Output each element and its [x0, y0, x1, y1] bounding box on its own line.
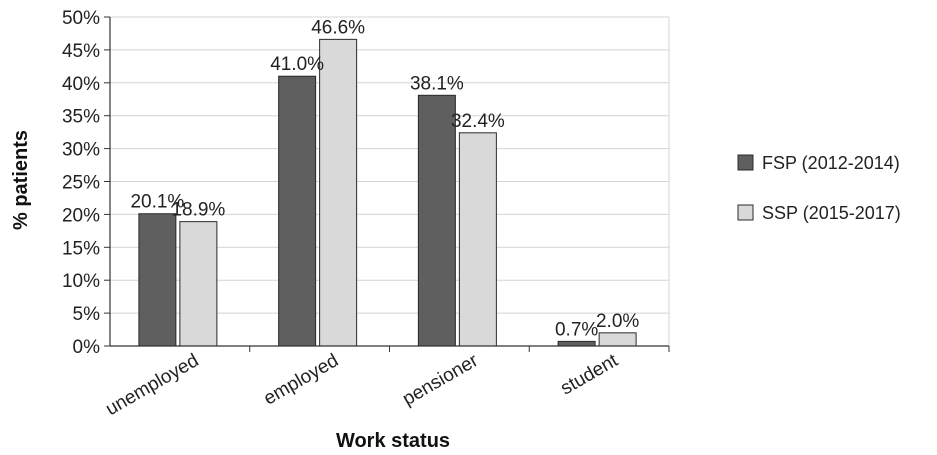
data-label: 0.7% [555, 319, 598, 340]
data-label: 41.0% [270, 54, 324, 75]
data-label: 38.1% [410, 73, 464, 94]
x-tick-label: employed [260, 350, 342, 409]
data-label: 46.6% [311, 17, 365, 38]
y-tick-label: 10% [62, 271, 100, 292]
bar-employed-series-1 [319, 38, 358, 347]
y-tick-label: 45% [62, 41, 100, 62]
x-tick-label: student [557, 350, 622, 400]
bar-pensioner-series-0 [417, 94, 456, 347]
x-tick-label: pensioner [399, 350, 482, 410]
x-tick-label: unemployed [102, 350, 202, 420]
y-tick-label: 0% [73, 337, 101, 358]
bar-unemployed-series-0 [138, 213, 177, 347]
bar-student-series-0 [557, 340, 596, 347]
legend-label: SSP (2015-2017) [762, 203, 901, 223]
bars-layer [138, 38, 637, 347]
data-label: 20.1% [130, 192, 184, 213]
x-axis-title: Work status [336, 430, 450, 452]
legend: FSP (2012-2014) SSP (2015-2017) [737, 153, 901, 223]
y-tick-label: 15% [62, 238, 100, 259]
bar-employed-series-0 [278, 75, 317, 347]
y-tick-label: 20% [62, 205, 100, 226]
y-tick-label: 25% [62, 173, 100, 194]
legend-label: FSP (2012-2014) [762, 153, 900, 173]
y-tick-label: 50% [62, 8, 100, 29]
bar-pensioner-series-1 [458, 132, 497, 347]
legend-swatch [737, 154, 754, 171]
y-tick-label: 5% [73, 304, 101, 325]
legend-swatch [737, 204, 754, 221]
data-label: 2.0% [596, 311, 639, 332]
y-axis-title: % patients [10, 130, 32, 230]
data-label: 18.9% [171, 200, 225, 221]
data-label: 32.4% [451, 111, 505, 132]
y-tick-label: 40% [62, 74, 100, 95]
y-tick-label: 30% [62, 140, 100, 161]
y-tick-label: 35% [62, 107, 100, 128]
labels-layer: 20.1%18.9% 41.0% 46.6% 38.1% 32.4% 0.7%2.0% [130, 17, 639, 340]
bar-unemployed-series-1 [179, 221, 218, 347]
bar-student-series-1 [598, 332, 637, 347]
